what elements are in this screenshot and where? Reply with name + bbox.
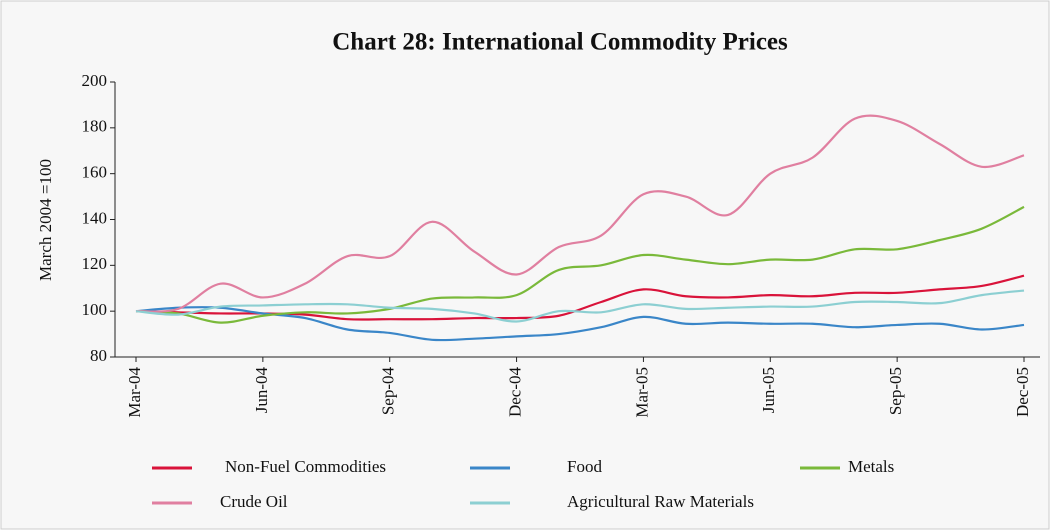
y-tick-label: 140 bbox=[82, 208, 108, 227]
legend-label: Non-Fuel Commodities bbox=[225, 457, 386, 476]
y-tick-label: 100 bbox=[82, 300, 108, 319]
x-tick-label: Mar-04 bbox=[125, 367, 144, 418]
x-tick-label: Jun-04 bbox=[252, 367, 271, 414]
y-tick-label: 160 bbox=[82, 163, 108, 182]
legend-label: Food bbox=[567, 457, 602, 476]
x-tick-label: Dec-04 bbox=[505, 367, 524, 418]
series-line bbox=[135, 114, 1025, 313]
chart-title: Chart 28: International Commodity Prices bbox=[332, 29, 788, 56]
y-tick-label: 200 bbox=[82, 71, 108, 90]
y-tick-label: 180 bbox=[82, 117, 108, 136]
x-tick-label: Sep-05 bbox=[886, 367, 905, 415]
x-tick-label: Dec-05 bbox=[1013, 367, 1032, 417]
legend-label: Metals bbox=[848, 457, 894, 476]
x-tick-label: Mar-05 bbox=[632, 367, 651, 418]
y-tick-label: 120 bbox=[82, 254, 108, 273]
x-tick-label: Sep-04 bbox=[379, 367, 398, 416]
series-line bbox=[135, 289, 1025, 323]
series-line bbox=[135, 205, 1025, 324]
legend-label: Crude Oil bbox=[220, 492, 288, 511]
x-tick-label: Jun-05 bbox=[759, 367, 778, 413]
y-axis-label: March 2004 =100 bbox=[36, 159, 55, 281]
y-tick-label: 80 bbox=[90, 346, 107, 365]
series-line bbox=[135, 306, 1025, 342]
legend-label: Agricultural Raw Materials bbox=[567, 492, 754, 511]
